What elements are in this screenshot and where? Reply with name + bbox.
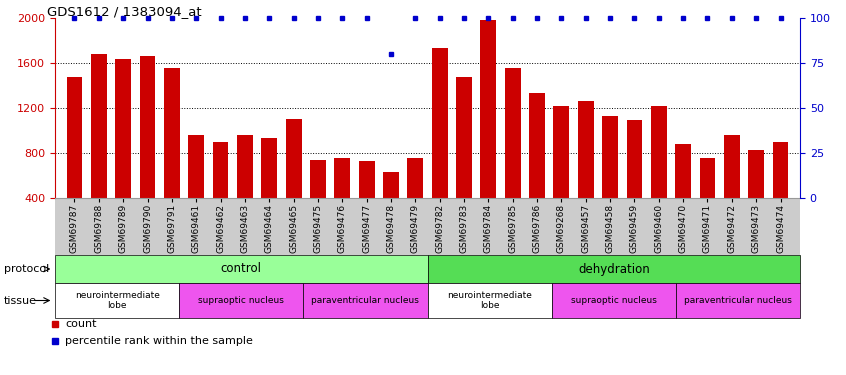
Bar <box>627 120 642 243</box>
Text: protocol: protocol <box>4 264 49 274</box>
Bar <box>189 135 204 243</box>
Text: supraoptic nucleus: supraoptic nucleus <box>198 296 284 305</box>
Bar <box>115 58 131 243</box>
Bar <box>359 161 375 243</box>
Bar <box>431 48 448 243</box>
Bar <box>675 144 691 243</box>
Bar <box>67 76 82 243</box>
Text: supraoptic nucleus: supraoptic nucleus <box>571 296 656 305</box>
Text: percentile rank within the sample: percentile rank within the sample <box>65 336 253 346</box>
Text: control: control <box>221 262 261 276</box>
Bar <box>286 119 301 243</box>
Text: tissue: tissue <box>4 296 37 306</box>
Text: GDS1612 / 1383094_at: GDS1612 / 1383094_at <box>47 5 201 18</box>
Bar <box>140 56 156 243</box>
Text: dehydration: dehydration <box>578 262 650 276</box>
Bar <box>700 158 716 243</box>
Bar <box>481 20 497 243</box>
Text: paraventricular nucleus: paraventricular nucleus <box>311 296 420 305</box>
Text: neurointermediate
lobe: neurointermediate lobe <box>448 291 532 310</box>
Bar <box>408 158 423 243</box>
Bar <box>553 106 569 243</box>
Text: paraventricular nucleus: paraventricular nucleus <box>684 296 792 305</box>
Text: count: count <box>65 319 96 329</box>
Bar <box>383 172 399 243</box>
Bar <box>334 158 350 243</box>
Bar <box>237 135 253 243</box>
Bar <box>651 106 667 243</box>
Bar <box>164 68 180 243</box>
Bar <box>529 93 545 243</box>
Bar <box>724 135 739 243</box>
Bar <box>310 160 326 243</box>
Bar <box>748 150 764 243</box>
Bar <box>578 101 594 243</box>
Bar <box>91 54 107 243</box>
Bar <box>602 116 618 243</box>
Bar <box>261 138 277 243</box>
Bar <box>212 142 228 243</box>
Bar <box>772 142 788 243</box>
Bar <box>456 76 472 243</box>
Text: neurointermediate
lobe: neurointermediate lobe <box>74 291 160 310</box>
Bar <box>505 68 520 243</box>
